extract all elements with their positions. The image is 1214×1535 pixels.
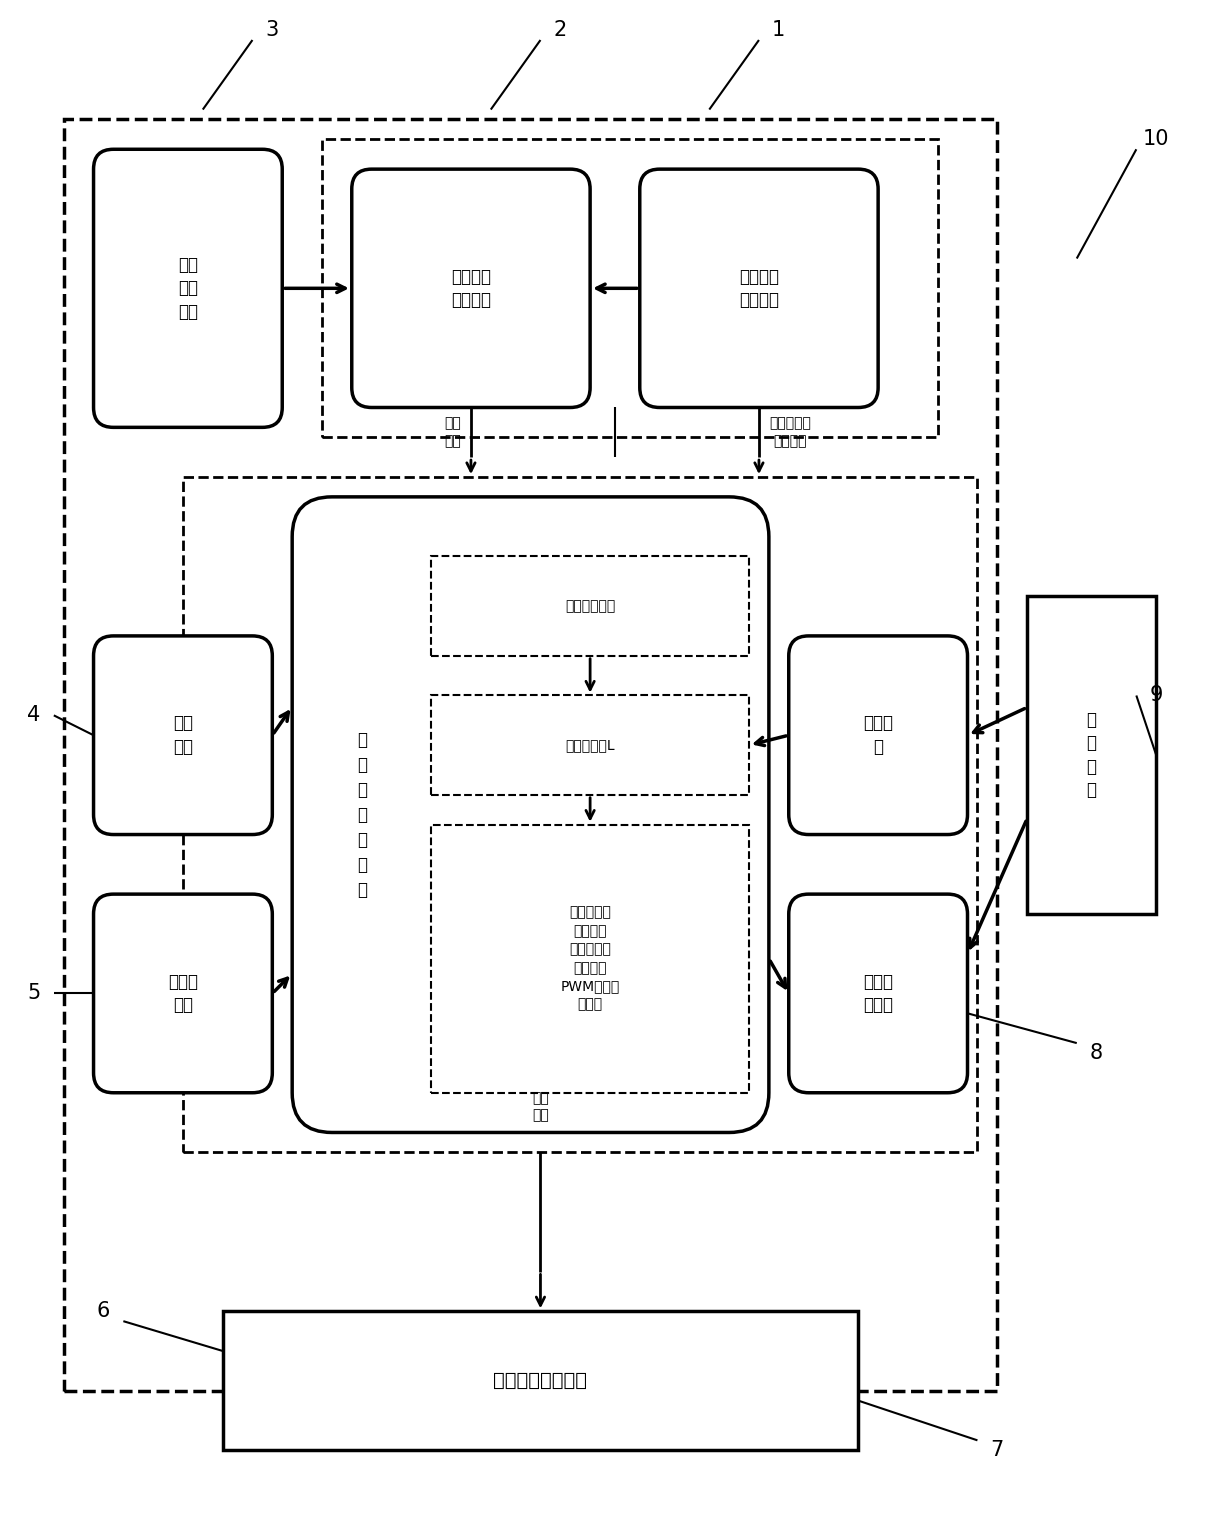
Bar xyxy=(431,695,749,795)
Text: 1: 1 xyxy=(772,20,785,40)
Text: 数据
采集: 数据 采集 xyxy=(444,416,461,448)
Text: 9: 9 xyxy=(1150,686,1163,706)
Text: 7: 7 xyxy=(991,1440,1004,1460)
Text: 变量喷雾控制模块: 变量喷雾控制模块 xyxy=(493,1371,588,1391)
FancyBboxPatch shape xyxy=(93,149,282,427)
Text: 控
制
开
关: 控 制 开 关 xyxy=(1087,711,1096,800)
Text: 根据叶面积
指数、温
度、速度信
息得出的
PWM电磁阀
占空比: 根据叶面积 指数、温 度、速度信 息得出的 PWM电磁阀 占空比 xyxy=(561,906,619,1012)
Bar xyxy=(64,120,998,1391)
FancyBboxPatch shape xyxy=(640,169,878,407)
Text: 10: 10 xyxy=(1142,129,1169,149)
FancyBboxPatch shape xyxy=(93,635,272,835)
Bar xyxy=(322,140,937,437)
Text: 8: 8 xyxy=(1090,1042,1104,1064)
Bar xyxy=(222,1311,858,1451)
Text: 叶面积指数L: 叶面积指数L xyxy=(566,738,615,752)
Text: 无线数据
传输模块: 无线数据 传输模块 xyxy=(450,267,490,309)
Text: 超声波传
感器模组: 超声波传 感器模组 xyxy=(739,267,779,309)
Text: 定位模
块: 定位模 块 xyxy=(863,714,894,757)
Text: 4: 4 xyxy=(28,706,40,726)
Text: 能量值、距离: 能量值、距离 xyxy=(565,599,615,612)
Text: 速度传
感器: 速度传 感器 xyxy=(168,973,198,1015)
Bar xyxy=(183,477,977,1153)
Text: 3: 3 xyxy=(266,20,279,40)
Text: 外部
电源
模块: 外部 电源 模块 xyxy=(178,256,198,321)
FancyBboxPatch shape xyxy=(293,497,768,1133)
Bar xyxy=(1027,596,1156,913)
Text: 轨迹显
示模块: 轨迹显 示模块 xyxy=(863,973,894,1015)
FancyBboxPatch shape xyxy=(352,169,590,407)
FancyBboxPatch shape xyxy=(789,893,968,1093)
Text: 2: 2 xyxy=(554,20,567,40)
FancyBboxPatch shape xyxy=(93,893,272,1093)
Text: 6: 6 xyxy=(97,1302,110,1322)
FancyBboxPatch shape xyxy=(789,635,968,835)
Bar xyxy=(431,557,749,655)
Bar xyxy=(431,824,749,1093)
Text: 回波信息和
靶标距离: 回波信息和 靶标距离 xyxy=(768,416,811,448)
Text: 中
央
处
理
器
模
块: 中 央 处 理 器 模 块 xyxy=(357,731,367,898)
Text: 信息
输出: 信息 输出 xyxy=(532,1091,549,1122)
Text: 5: 5 xyxy=(28,984,40,1004)
Text: 电源
模块: 电源 模块 xyxy=(172,714,193,757)
